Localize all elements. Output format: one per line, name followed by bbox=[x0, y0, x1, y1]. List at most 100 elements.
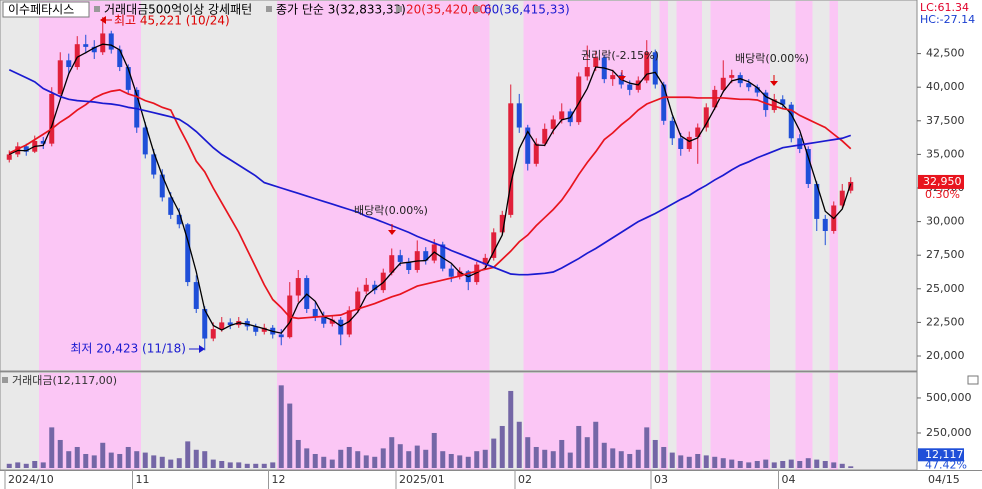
volume-bar bbox=[797, 460, 803, 468]
volume-bar bbox=[848, 466, 854, 468]
volume-bar bbox=[363, 455, 369, 468]
legend-icon bbox=[266, 6, 272, 12]
pane-button[interactable] bbox=[967, 375, 979, 385]
annotation-arrow-head bbox=[100, 16, 106, 24]
volume-bar bbox=[219, 460, 225, 468]
candle-body bbox=[542, 128, 548, 144]
candle-body bbox=[499, 214, 505, 233]
candle-body bbox=[610, 75, 616, 80]
volume-bar bbox=[678, 455, 684, 468]
legend-label: 20(35,420,00) bbox=[406, 3, 492, 17]
y-tick-label: 40,000 bbox=[926, 80, 965, 93]
last-volume-box bbox=[918, 448, 964, 462]
volume-bar bbox=[516, 421, 522, 468]
candle-body bbox=[576, 76, 582, 123]
candle-body bbox=[678, 138, 684, 150]
moving-average-line bbox=[8, 43, 852, 334]
candle-body bbox=[448, 268, 454, 277]
candle-body bbox=[406, 261, 412, 270]
volume-bar bbox=[822, 460, 828, 468]
candle-body bbox=[780, 99, 786, 105]
volume-bar bbox=[57, 439, 63, 468]
volume-bar bbox=[346, 446, 352, 468]
y-tick-label: 35,000 bbox=[926, 147, 965, 160]
volume-bar bbox=[814, 459, 820, 468]
candle-body bbox=[91, 46, 97, 53]
volume-bar bbox=[465, 456, 471, 468]
volume-bar bbox=[83, 453, 89, 468]
volume-bar bbox=[457, 455, 463, 468]
candle-body bbox=[397, 255, 403, 262]
candle-body bbox=[746, 83, 752, 88]
signal-band bbox=[829, 1, 838, 370]
candle-body bbox=[661, 84, 667, 121]
candle-body bbox=[202, 308, 208, 339]
high-annotation: 최고 45,221 (10/24) bbox=[114, 14, 230, 28]
annotation-arrow-head bbox=[199, 345, 205, 353]
annotation-arrow-head bbox=[618, 76, 626, 81]
indicator-label: LC:61.34 bbox=[920, 1, 969, 14]
volume-bar bbox=[168, 459, 174, 468]
volume-bar bbox=[227, 462, 233, 468]
candle-body bbox=[440, 244, 446, 269]
y-tick-label: 20,000 bbox=[926, 349, 965, 362]
candle-body bbox=[23, 146, 29, 152]
candle-body bbox=[771, 99, 777, 111]
last-change-label: 0.30% bbox=[925, 188, 960, 201]
volume-bar bbox=[304, 448, 310, 468]
candle-body bbox=[159, 174, 165, 198]
volume-bar bbox=[397, 444, 403, 468]
volume-bar bbox=[244, 463, 250, 468]
moving-average-line bbox=[8, 89, 852, 320]
volume-bar bbox=[278, 385, 284, 468]
candle-body bbox=[210, 329, 216, 339]
candle-body bbox=[261, 327, 267, 332]
volume-bar bbox=[754, 460, 760, 468]
marks bbox=[6, 17, 854, 468]
candle-body bbox=[57, 60, 63, 94]
volume-bar bbox=[635, 449, 641, 468]
volume-bar bbox=[312, 453, 318, 468]
pattern-name: 거래대금500억이상 강세패턴 bbox=[104, 3, 252, 17]
candle-body bbox=[66, 60, 72, 68]
candle-body bbox=[185, 224, 191, 283]
volume-bar bbox=[703, 455, 709, 468]
x-tick-label: 2024/10 bbox=[8, 473, 54, 486]
volume-bar bbox=[559, 439, 565, 468]
candle-body bbox=[533, 143, 539, 164]
last-volume-share: 47.42% bbox=[925, 458, 967, 471]
candle-body bbox=[703, 107, 709, 128]
candle-body bbox=[482, 257, 488, 265]
candle-body bbox=[40, 140, 46, 144]
volume-bar bbox=[508, 390, 514, 468]
volume-bar bbox=[644, 427, 650, 468]
volume-bar bbox=[584, 437, 590, 468]
candle-body bbox=[83, 44, 89, 47]
volume-bar bbox=[210, 459, 216, 468]
candle-body bbox=[839, 190, 845, 206]
moving-average-line bbox=[8, 68, 852, 276]
candle-body bbox=[389, 255, 395, 273]
candle-body bbox=[227, 322, 233, 326]
candle-body bbox=[100, 33, 106, 53]
volume-bar bbox=[355, 451, 361, 468]
volume-bar bbox=[720, 458, 726, 468]
candle-body bbox=[848, 181, 854, 191]
volume-bar bbox=[831, 462, 837, 468]
candle-body bbox=[644, 52, 650, 81]
volume-tick-label: 500,000 bbox=[926, 391, 972, 404]
y-tick-label: 22,500 bbox=[926, 315, 965, 328]
signal-band bbox=[404, 1, 490, 370]
candle-body bbox=[74, 44, 80, 68]
signal-band bbox=[659, 1, 668, 370]
signal-band bbox=[795, 1, 813, 370]
chart-title: 이수페타시스 bbox=[8, 3, 74, 17]
volume-bar bbox=[15, 462, 21, 468]
x-tick-label: 2025/01 bbox=[399, 473, 445, 486]
low-annotation: 최저 20,423 (11/18) bbox=[70, 342, 186, 356]
y-tick-label: 42,500 bbox=[926, 47, 965, 60]
candle-body bbox=[593, 57, 599, 68]
candle-body bbox=[168, 197, 174, 215]
x-end-label: 04/15 bbox=[928, 473, 960, 486]
last-price-label: 32,950 bbox=[923, 175, 962, 188]
